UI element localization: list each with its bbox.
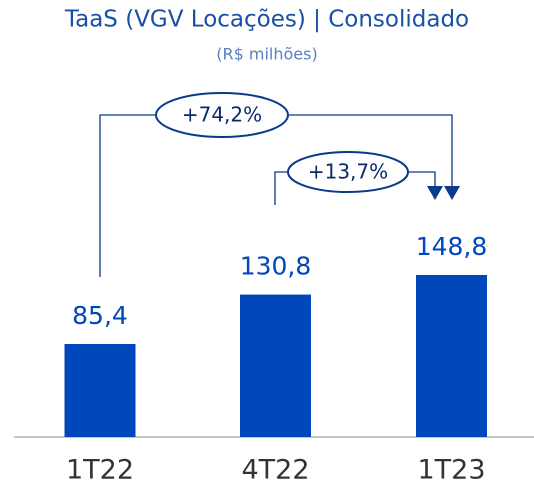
value-label: 85,4 xyxy=(72,301,128,330)
value-label: 148,8 xyxy=(416,232,488,261)
arrow xyxy=(427,186,443,200)
x-tick-label: 4T22 xyxy=(241,455,309,486)
annotation: +13,7% xyxy=(308,160,388,184)
chart-title: TaaS (VGV Locações) | Consolidado xyxy=(64,7,469,33)
arrow xyxy=(444,186,460,200)
bar xyxy=(240,294,311,437)
x-tick-label: 1T22 xyxy=(66,455,134,486)
chart-subtitle: (R$ milhões) xyxy=(216,45,317,64)
x-tick-label: 1T23 xyxy=(417,455,485,486)
annotation: +74,2% xyxy=(182,103,262,127)
annotation-lines xyxy=(99,92,453,277)
bar xyxy=(416,275,487,437)
value-label: 130,8 xyxy=(240,252,312,281)
bar xyxy=(64,344,136,437)
